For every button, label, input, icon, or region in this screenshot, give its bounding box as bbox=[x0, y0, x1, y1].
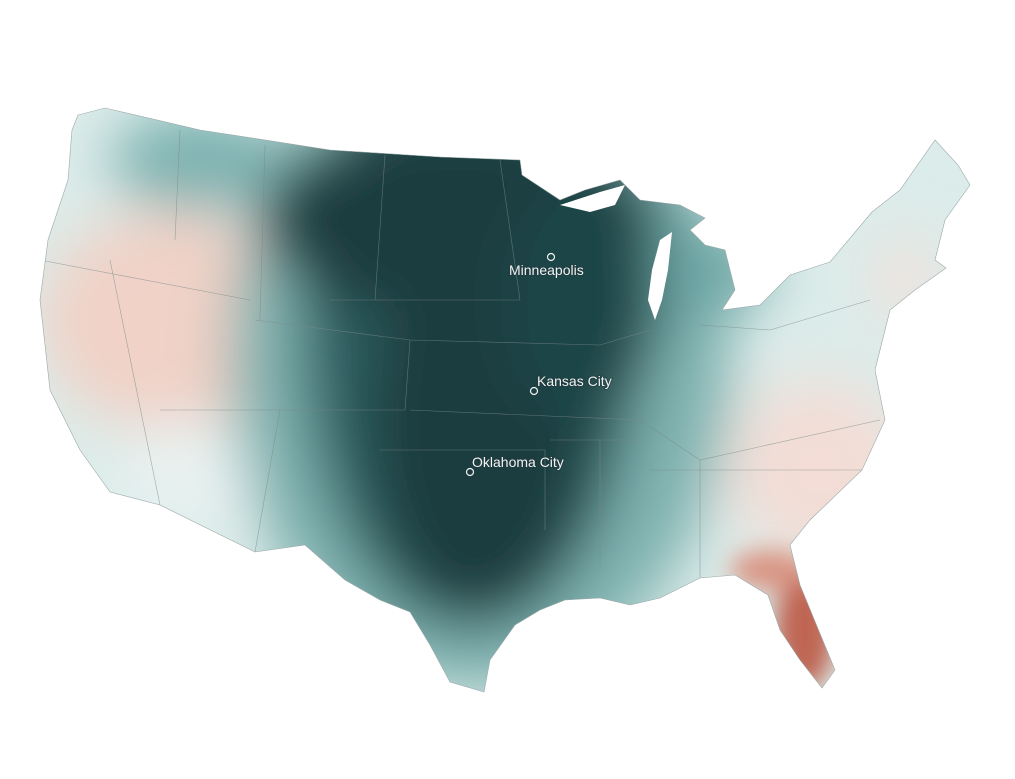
city-layer: Minneapolis Kansas City Oklahoma City bbox=[465, 252, 613, 477]
city-marker bbox=[465, 467, 475, 477]
city-marker bbox=[546, 252, 556, 262]
state-borders bbox=[40, 129, 881, 578]
lake-michigan bbox=[648, 232, 672, 320]
lake-superior bbox=[560, 185, 625, 212]
city-label: Minneapolis bbox=[509, 262, 584, 278]
city-label: Kansas City bbox=[537, 373, 612, 389]
city-label: Oklahoma City bbox=[472, 454, 564, 470]
city-marker bbox=[529, 386, 539, 396]
